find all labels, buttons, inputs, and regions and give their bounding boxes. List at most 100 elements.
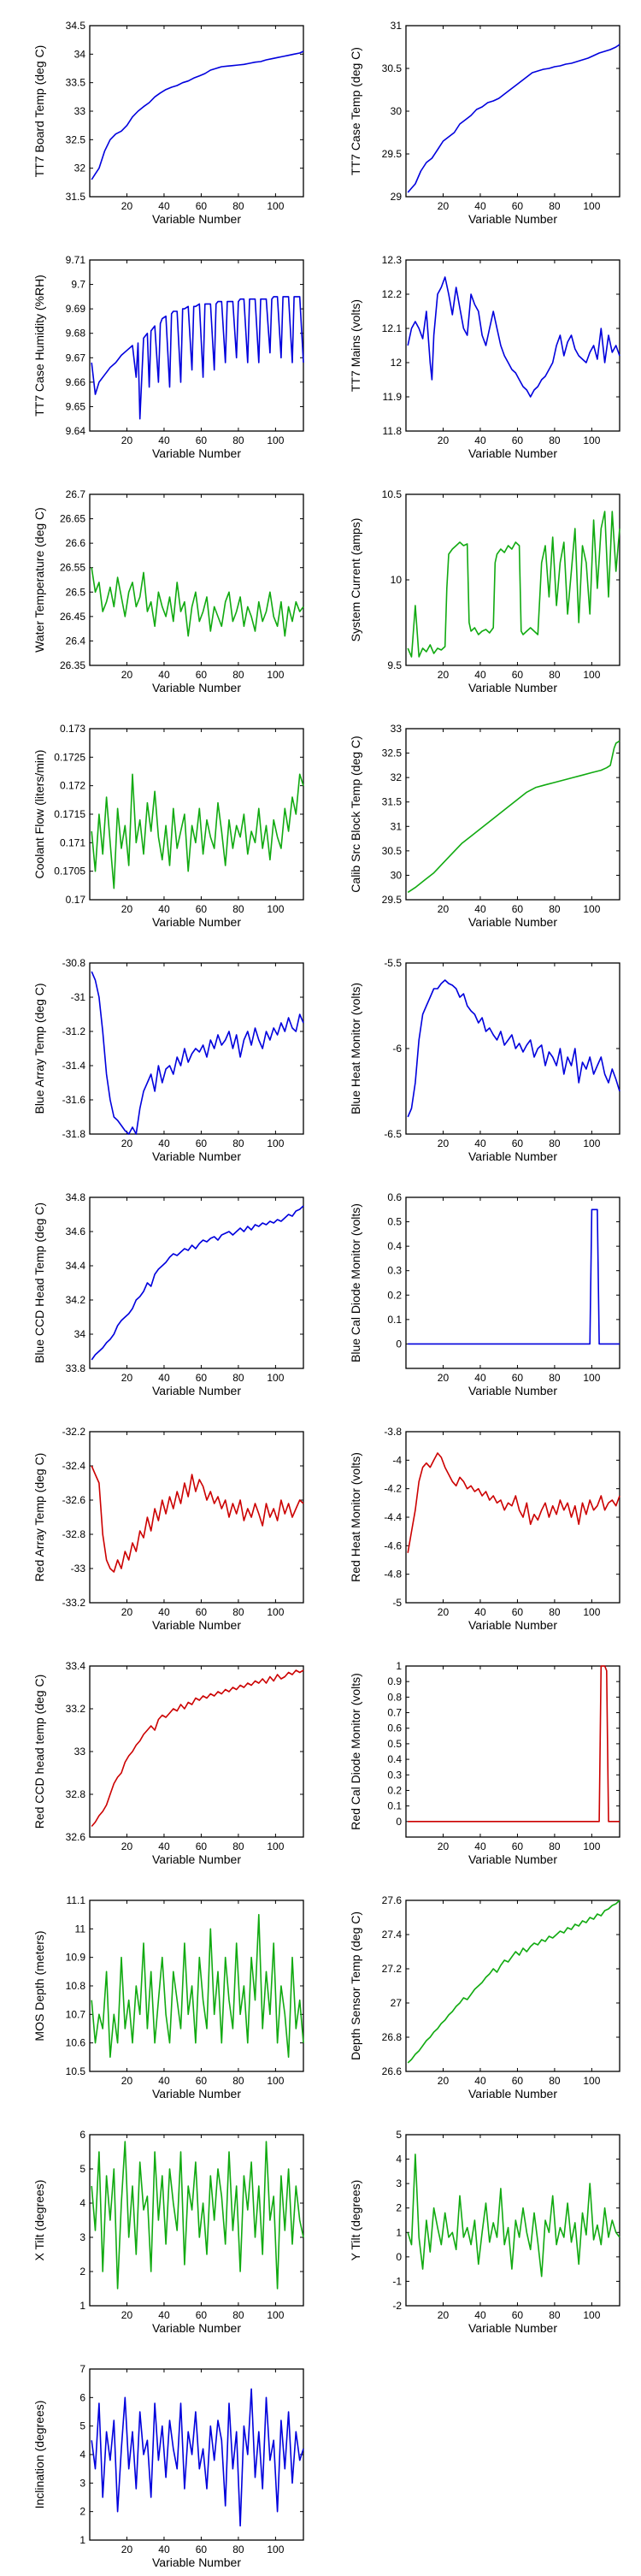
chart-panel-blue-array-temp-deg-c: 20 40 60 80 100 -31.8 -31.6 -31.4 -31.2 -31 -30.8 V… <box>30 956 320 1170</box>
x-tick-label: 80 <box>549 1840 561 1852</box>
series-line-tt7-case-temp-deg-c <box>407 44 620 193</box>
chart-svg-blue-array-temp-deg-c: 20 40 60 80 100 -31.8 -31.6 -31.4 -31.2 -31 -30.8 V… <box>32 957 304 1163</box>
x-tick-label: 20 <box>438 434 450 446</box>
y-tick-label: 33 <box>74 105 86 117</box>
x-axis-label: Variable Number <box>152 1149 241 1163</box>
series-line-system-current-amps <box>407 511 620 658</box>
chart-svg-red-cal-diode-monitor-volts: 20 40 60 80 100 0 0.1 0.2 0.3 0.4 0.5 0.6 0.7 0.8 0.9 1… <box>349 1660 620 1866</box>
y-tick-label: 26.65 <box>60 513 85 525</box>
chart-panel-blue-cal-diode-monitor-volts: 20 40 60 80 100 0 0.1 0.2 0.3 0.4 0.5 0.6 Variable N… <box>346 1191 637 1404</box>
x-tick-label: 100 <box>583 1606 600 1618</box>
x-tick-label: 20 <box>121 1372 133 1384</box>
series-line-blue-array-temp-deg-c <box>91 971 304 1135</box>
chart-svg-blue-heat-monitor-volts: 20 40 60 80 100 -6.5 -6 -5.5 Variable Number Blue… <box>349 957 620 1163</box>
y-tick-label: 5 <box>396 2129 402 2141</box>
y-tick-label: 0.1 <box>387 1800 402 1812</box>
x-tick-label: 80 <box>232 669 244 681</box>
y-tick-label: 0.2 <box>387 1784 402 1796</box>
series-line-tt7-board-temp-deg-c <box>91 50 304 180</box>
x-tick-label: 40 <box>474 200 486 212</box>
chart-svg-blue-ccd-head-temp-deg-c: 20 40 60 80 100 33.8 34 34.2 34.4 34.6 34.8 Variabl… <box>32 1191 304 1397</box>
x-tick-label: 60 <box>196 1137 208 1149</box>
y-tick-label: 26.7 <box>66 488 86 500</box>
y-tick-label: -32.6 <box>62 1494 86 1506</box>
x-tick-label: 60 <box>512 1137 524 1149</box>
plot-frame <box>405 1431 620 1604</box>
series-line-red-cal-diode-monitor-volts <box>408 1665 620 1823</box>
y-tick-label: 5 <box>79 2420 85 2432</box>
x-tick-label: 60 <box>196 1840 208 1852</box>
y-tick-label: 27 <box>391 1997 403 2009</box>
x-tick-label: 80 <box>549 1606 561 1618</box>
x-tick-label: 80 <box>232 1606 244 1618</box>
chart-panel-red-cal-diode-monitor-volts: 20 40 60 80 100 0 0.1 0.2 0.3 0.4 0.5 0.6 0.7 0.8 0.9 1… <box>346 1659 637 1873</box>
x-tick-label: 60 <box>196 200 208 212</box>
plot-frame <box>405 728 620 901</box>
y-tick-label: -32.2 <box>62 1426 86 1438</box>
y-tick-label: 26.6 <box>382 2065 403 2077</box>
x-tick-label: 100 <box>583 903 600 915</box>
y-axis-label: Red CCD head temp (deg C) <box>32 1675 46 1829</box>
x-tick-label: 100 <box>583 1372 600 1384</box>
chart-panel-y-tilt-degrees: 20 40 60 80 100 -2 -1 0 1 2 3 4 5 Variable Number Y Ti… <box>346 2128 637 2342</box>
y-tick-label: 26.5 <box>66 586 86 598</box>
x-tick-label: 60 <box>196 2309 208 2321</box>
y-tick-label: 12 <box>391 357 403 369</box>
x-tick-label: 100 <box>267 434 284 446</box>
y-tick-label: 27.4 <box>382 1929 403 1941</box>
x-tick-label: 20 <box>438 1840 450 1852</box>
y-axis-label: Blue CCD Head Temp (deg C) <box>32 1202 46 1363</box>
series-line-mos-depth-meters <box>91 1913 304 2059</box>
x-tick-label: 100 <box>267 2309 284 2321</box>
series-line-blue-ccd-head-temp-deg-c <box>91 1205 304 1361</box>
y-tick-label: -4.8 <box>384 1569 402 1580</box>
y-tick-label: 10.9 <box>66 1952 86 1964</box>
x-tick-label: 40 <box>474 1137 486 1149</box>
series-line-blue-cal-diode-monitor-volts <box>408 1208 620 1345</box>
x-tick-label: 60 <box>196 2544 208 2555</box>
y-tick-label: 9.64 <box>66 425 86 437</box>
x-tick-label: 20 <box>438 2309 450 2321</box>
y-tick-label: -32.8 <box>62 1528 86 1540</box>
x-tick-label: 60 <box>196 1372 208 1384</box>
x-tick-label: 20 <box>438 903 450 915</box>
y-tick-label: -4.2 <box>384 1483 402 1495</box>
y-tick-label: 3 <box>396 2177 402 2189</box>
y-axis-label: TT7 Board Temp (deg C) <box>32 45 46 178</box>
y-tick-label: 0.4 <box>387 1753 402 1765</box>
chart-panel-calib-src-block-temp-deg-c: 20 40 60 80 100 29.5 30 30.5 31 31.5 32 32.5 33 Varia… <box>346 722 637 936</box>
y-tick-label: 0.5 <box>387 1216 402 1228</box>
x-tick-label: 60 <box>512 1606 524 1618</box>
x-tick-label: 20 <box>438 2075 450 2087</box>
y-axis-label: Blue Array Temp (deg C) <box>32 983 46 1114</box>
y-tick-label: 9.7 <box>71 279 85 291</box>
series-line-y-tilt-degrees <box>407 2154 620 2278</box>
x-axis-label: Variable Number <box>468 1852 557 1866</box>
y-tick-label: 30 <box>391 869 403 881</box>
x-tick-label: 20 <box>438 669 450 681</box>
series-line-depth-sensor-temp-deg-c <box>407 1900 620 2064</box>
x-tick-label: 100 <box>267 2544 284 2555</box>
x-axis-label: Variable Number <box>152 1618 241 1632</box>
x-tick-label: 100 <box>583 200 600 212</box>
y-tick-label: 4 <box>79 2449 85 2461</box>
chart-panel-tt7-case-temp-deg-c: 20 40 60 80 100 29 29.5 30 30.5 31 Variable Number… <box>346 19 637 233</box>
x-tick-label: 20 <box>438 1137 450 1149</box>
chart-panel-system-current-amps: 20 40 60 80 100 9.5 10 10.5 Variable Number Syste… <box>346 487 637 701</box>
x-axis-label: Variable Number <box>468 2321 557 2335</box>
y-axis-label: Red Cal Diode Monitor (volts) <box>349 1673 362 1830</box>
y-tick-label: 30.5 <box>382 845 403 857</box>
x-axis-label: Variable Number <box>468 681 557 694</box>
x-axis-label: Variable Number <box>468 1618 557 1632</box>
y-tick-label: 34.6 <box>66 1226 86 1238</box>
x-tick-label: 40 <box>158 903 170 915</box>
x-tick-label: 40 <box>158 669 170 681</box>
y-tick-label: -4.6 <box>384 1539 402 1551</box>
x-tick-label: 100 <box>267 903 284 915</box>
y-tick-label: 3 <box>79 2231 85 2243</box>
series-line-inclination-degrees <box>91 2388 304 2527</box>
x-tick-label: 40 <box>158 1840 170 1852</box>
y-tick-label: 1 <box>79 2300 85 2312</box>
series-line-coolant-flow-liters-min <box>91 773 304 889</box>
x-axis-label: Variable Number <box>152 2555 241 2569</box>
